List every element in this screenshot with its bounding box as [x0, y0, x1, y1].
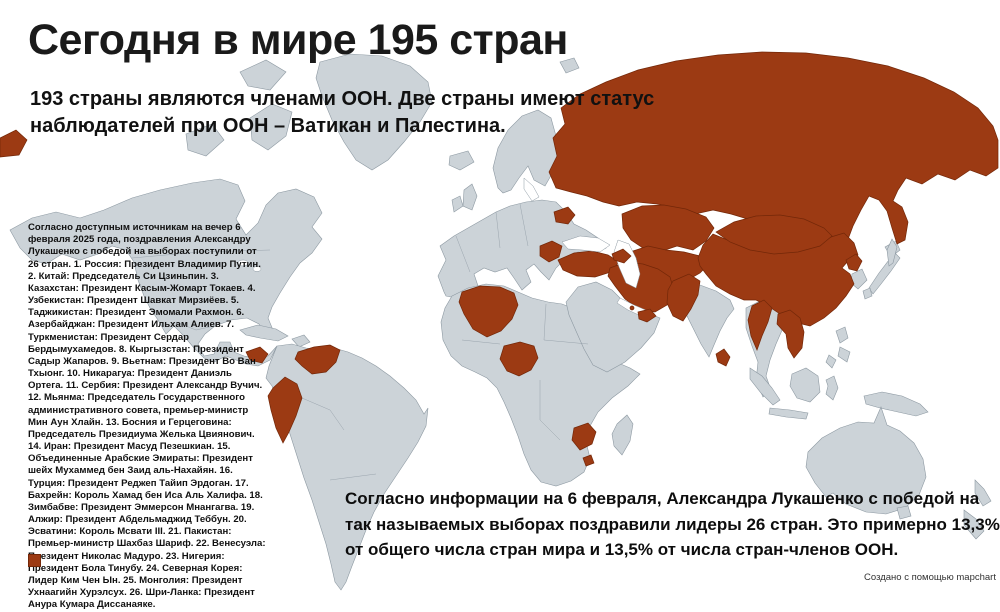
border-libya-egypt [543, 303, 547, 341]
congratulations-list-note: Согласно доступным источникам на вечер 6… [28, 222, 266, 611]
border-brazil-argentina [329, 473, 377, 481]
landmass-sumatra [749, 367, 781, 406]
landmass-tasmania [896, 505, 912, 520]
landmass-great-britain [462, 183, 478, 211]
page-title: Сегодня в мире 195 стран [28, 16, 568, 64]
landmass-arabia [565, 281, 661, 373]
landmass-svalbard [559, 57, 580, 74]
black-sea [561, 235, 611, 253]
country-vietnam [776, 309, 805, 359]
landmass-japan-kyushu [862, 287, 873, 300]
landmass-new-guinea [863, 391, 929, 417]
country-sri-lanka [715, 348, 731, 367]
landmass-europe [437, 199, 607, 299]
border-europe-2 [495, 211, 501, 249]
country-russia-chukotka-fragment [0, 129, 28, 158]
landmass-arctic-island-baffin [249, 103, 293, 151]
country-algeria [458, 285, 519, 338]
country-uae [637, 308, 657, 323]
landmass-philippines-2 [837, 346, 851, 363]
country-zimbabwe [571, 422, 597, 451]
landmass-japan-honshu [868, 252, 901, 295]
landmass-cuba [239, 324, 289, 342]
landmass-north-america [9, 178, 323, 367]
landmass-philippines-1 [835, 326, 849, 344]
mapchart-credit: Создано с помощью mapchart [864, 572, 996, 583]
landmass-madagascar [611, 414, 634, 456]
border-us-mexico [175, 321, 215, 331]
landmass-new-zealand-north [974, 479, 992, 507]
country-nicaragua [245, 346, 269, 364]
country-mongolia [715, 214, 833, 255]
landmass-australia [805, 406, 927, 515]
country-peru [267, 376, 303, 444]
landmass-greenland [315, 53, 433, 171]
country-eswatini [582, 454, 595, 467]
great-lakes-2 [252, 266, 262, 272]
landmass-sulawesi [825, 375, 839, 401]
landmass-new-zealand-south [963, 509, 985, 540]
border-peru-brazil [301, 397, 345, 431]
landmass-south-korea [850, 268, 868, 290]
border-central-africa [539, 380, 561, 441]
baltic-sea [523, 177, 540, 202]
country-bahrain [629, 305, 635, 311]
country-pakistan [666, 273, 701, 322]
border-egypt-sudan [543, 339, 589, 345]
border-sahel [461, 339, 501, 345]
country-kazakhstan [621, 204, 715, 253]
country-belarus [553, 206, 576, 225]
landmass-java [768, 407, 809, 420]
landmass-hispaniola [291, 334, 311, 348]
summary-note: Согласно информации на 6 февраля, Алекса… [345, 489, 1000, 559]
landmass-philippines-3 [825, 354, 837, 369]
border-europe-1 [455, 235, 471, 273]
landmass-arctic-island-victoria [185, 123, 225, 157]
country-myanmar [747, 299, 773, 351]
country-venezuela [294, 344, 341, 375]
country-serbia-bosnia [539, 240, 563, 263]
landmass-borneo [789, 367, 821, 403]
great-lakes-1 [237, 259, 249, 267]
country-north-korea [845, 253, 863, 272]
border-europe-3 [519, 203, 529, 247]
country-azerbaijan [611, 248, 632, 264]
country-russia [548, 51, 999, 260]
legend-highlight-swatch [28, 554, 41, 567]
border-canada-us [131, 249, 271, 259]
landmass-sakhalin [886, 238, 898, 267]
country-nigeria [499, 341, 539, 377]
landmass-iceland [448, 150, 475, 171]
landmass-arctic-island-ellesmere [239, 59, 287, 91]
landmass-ireland [451, 195, 464, 213]
page-subtitle: 193 страны являются членами ООН. Две стр… [30, 88, 655, 137]
